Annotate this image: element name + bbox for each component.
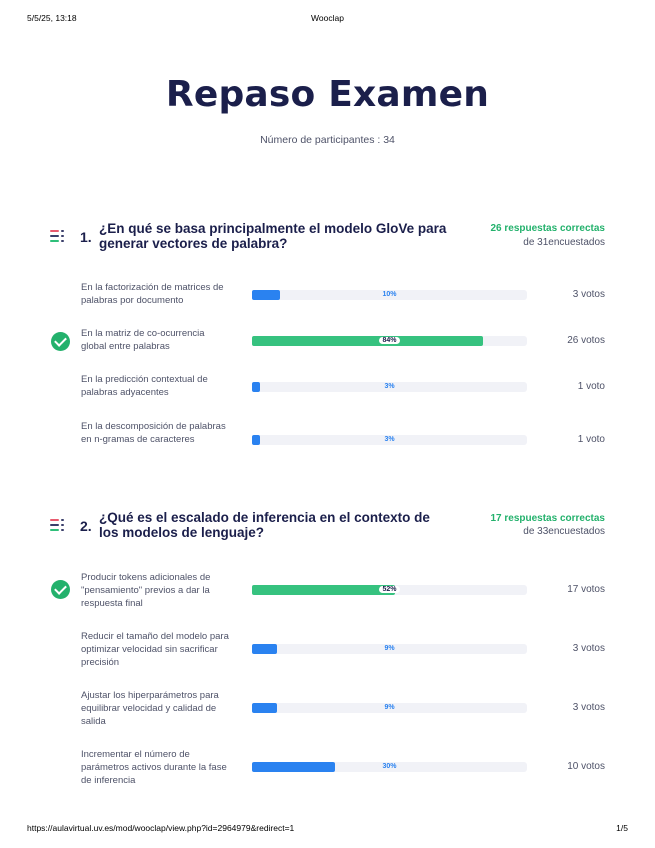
answer-bar: 84% xyxy=(252,336,527,346)
answer-bar-fill xyxy=(252,703,277,713)
question-text: ¿Qué es el escalado de inferencia en el … xyxy=(99,510,430,540)
page-number: 1/5 xyxy=(616,823,628,833)
answer-percent: 84% xyxy=(252,336,527,346)
answer-text: En la predicción contextual de palabras … xyxy=(81,374,208,398)
poll-icon xyxy=(50,230,66,244)
question-number: 1. xyxy=(80,229,92,245)
answer-bar-fill xyxy=(252,336,483,346)
answer-votes: 1 voto xyxy=(577,381,605,392)
answer-bar: 3% xyxy=(252,435,527,445)
answer-votes: 3 votos xyxy=(572,643,605,654)
print-header: 5/5/25, 13:18 Wooclap xyxy=(27,13,628,27)
poll-icon xyxy=(50,519,66,533)
answer-bar-fill xyxy=(252,290,280,300)
page-title: Repaso Examen xyxy=(165,74,490,115)
print-date: 5/5/25, 13:18 xyxy=(27,13,77,23)
answer-bar-fill xyxy=(252,382,261,392)
answer-votes: 3 votos xyxy=(572,702,605,713)
page-url: https://aulavirtual.uv.es/mod/wooclap/vi… xyxy=(27,823,295,833)
participant-count: Número de participantes : 34 xyxy=(260,134,395,146)
answer-votes: 10 votos xyxy=(567,761,605,772)
answer-percent: 3% xyxy=(384,436,395,443)
correct-count: 17 respuestas correctas xyxy=(490,513,605,524)
surveyed-count: de 31encuestados xyxy=(523,237,605,248)
answer-text: En la descomposición de palabras en n-gr… xyxy=(81,421,226,445)
answer-percent: 3% xyxy=(384,383,395,390)
answer-text: Reducir el tamaño del modelo para optimi… xyxy=(81,631,229,668)
answer-percent: 10% xyxy=(382,291,397,298)
answer-bar-fill xyxy=(252,585,395,595)
answer-bar: 9% xyxy=(252,703,527,713)
answer-bar: 3% xyxy=(252,382,527,392)
answer-text: Producir tokens adicionales de "pensamie… xyxy=(81,572,211,609)
answer-percent: 30% xyxy=(382,763,397,770)
answer-bar-fill xyxy=(252,644,277,654)
answer-bar: 30% xyxy=(252,762,527,772)
answer-bar: 52% xyxy=(252,585,527,595)
answer-votes: 17 votos xyxy=(567,584,605,595)
answer-text: Ajustar los hiperparámetros para equilib… xyxy=(81,690,219,727)
question-text: ¿En qué se basa principalmente el modelo… xyxy=(99,221,447,251)
answer-text: En la matriz de co-ocurrencia global ent… xyxy=(81,328,205,352)
answer-percent: 9% xyxy=(384,704,395,711)
answer-percent: 9% xyxy=(384,645,395,652)
answer-bar: 9% xyxy=(252,644,527,654)
correct-count: 26 respuestas correctas xyxy=(490,223,605,234)
question-number: 2. xyxy=(80,518,92,534)
answer-percent: 52% xyxy=(252,585,527,595)
answer-text: En la factorización de matrices de palab… xyxy=(81,282,224,306)
surveyed-count: de 33encuestados xyxy=(523,526,605,537)
answer-text: Incrementar el número de parámetros acti… xyxy=(81,749,227,786)
answer-bar-fill xyxy=(252,435,261,445)
answer-bar: 10% xyxy=(252,290,527,300)
answer-votes: 26 votos xyxy=(567,335,605,346)
answer-votes: 1 voto xyxy=(577,434,605,445)
answer-votes: 3 votos xyxy=(572,289,605,300)
print-app-name: Wooclap xyxy=(311,13,344,23)
check-circle-icon xyxy=(51,580,70,599)
check-circle-icon xyxy=(51,332,70,351)
answer-bar-fill xyxy=(252,762,335,772)
